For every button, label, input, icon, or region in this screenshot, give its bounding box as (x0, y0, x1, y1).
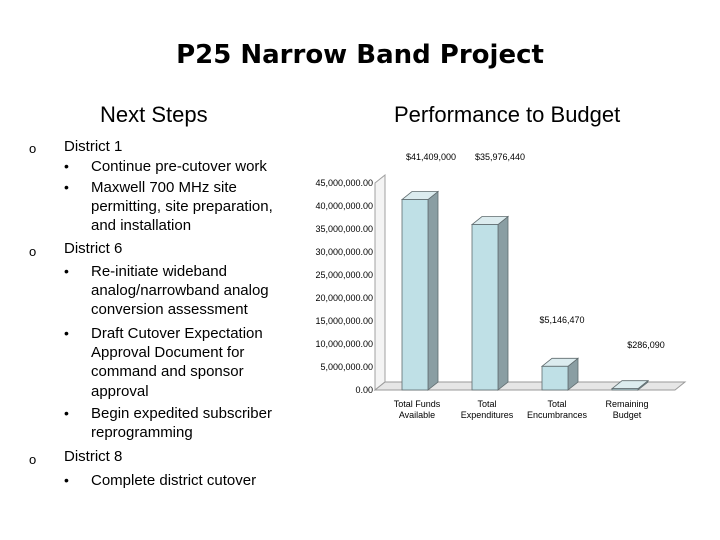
bullet-icon: • (64, 263, 69, 279)
y-tick-label: 35,000,000.00 (315, 224, 373, 234)
next-steps-list: o District 1 • Continue pre-cutover work… (0, 0, 300, 540)
y-tick-label: 5,000,000.00 (320, 362, 373, 372)
x-tick-label: Available (399, 410, 435, 420)
y-tick-label: 25,000,000.00 (315, 270, 373, 280)
x-tick-label: Encumbrances (527, 410, 588, 420)
step-item: Draft Cutover Expectation Approval Docum… (91, 325, 263, 400)
bar (471, 224, 499, 391)
page-title: P25 Narrow Band Project (176, 40, 544, 70)
y-tick-label: 40,000,000.00 (315, 201, 373, 211)
bar (611, 388, 639, 391)
performance-heading: Performance to Budget (394, 102, 621, 127)
bar-side (497, 215, 509, 391)
bullet-icon: • (64, 158, 69, 174)
x-tick-label: Remaining (605, 399, 648, 409)
data-label: $286,090 (627, 340, 665, 350)
bullet-icon: • (64, 472, 69, 488)
step-item: Re-initiate wideband analog/narrowband a… (91, 263, 269, 319)
district-6-label: District 6 (64, 240, 123, 257)
bullet-icon: • (64, 325, 69, 341)
step-item: Begin expedited subscriber reprogramming (91, 405, 272, 442)
step-item: Maxwell 700 MHz site permitting, site pr… (91, 179, 273, 235)
x-tick-label: Budget (613, 410, 642, 420)
data-label: $5,146,470 (539, 315, 584, 325)
bar (541, 365, 569, 391)
y-tick-label: 20,000,000.00 (315, 293, 373, 303)
step-item: Complete district cutover (91, 472, 257, 489)
x-tick-label: Total Funds (394, 399, 441, 409)
y-tick-label: 15,000,000.00 (315, 316, 373, 326)
circle-bullet-icon: o (29, 452, 37, 467)
district-8-label: District 8 (64, 448, 123, 465)
bullet-icon: • (64, 405, 69, 421)
axis-wall (374, 173, 386, 392)
chart-floor (373, 381, 687, 391)
circle-bullet-icon: o (29, 244, 37, 259)
step-item: Continue pre-cutover work (91, 158, 267, 175)
district-1-label: District 1 (64, 138, 123, 155)
x-tick-label: Expenditures (461, 410, 514, 420)
bullet-icon: • (64, 179, 69, 195)
x-tick-label: Total (477, 399, 496, 409)
y-tick-label: 10,000,000.00 (315, 339, 373, 349)
y-tick-label: 45,000,000.00 (315, 178, 373, 188)
data-label: $41,409,000 (406, 152, 456, 162)
x-tick-label: Total (547, 399, 566, 409)
budget-bar-chart: 0.00 5,000,000.00 10,000,000.00 15,000,000.… (315, 152, 687, 420)
data-label: $35,976,440 (475, 152, 525, 162)
y-tick-label: 30,000,000.00 (315, 247, 373, 257)
bar-side (427, 190, 439, 391)
bar (401, 199, 429, 391)
y-tick-label: 0.00 (355, 385, 373, 395)
circle-bullet-icon: o (29, 141, 37, 156)
next-steps-heading: Next Steps (100, 102, 208, 127)
